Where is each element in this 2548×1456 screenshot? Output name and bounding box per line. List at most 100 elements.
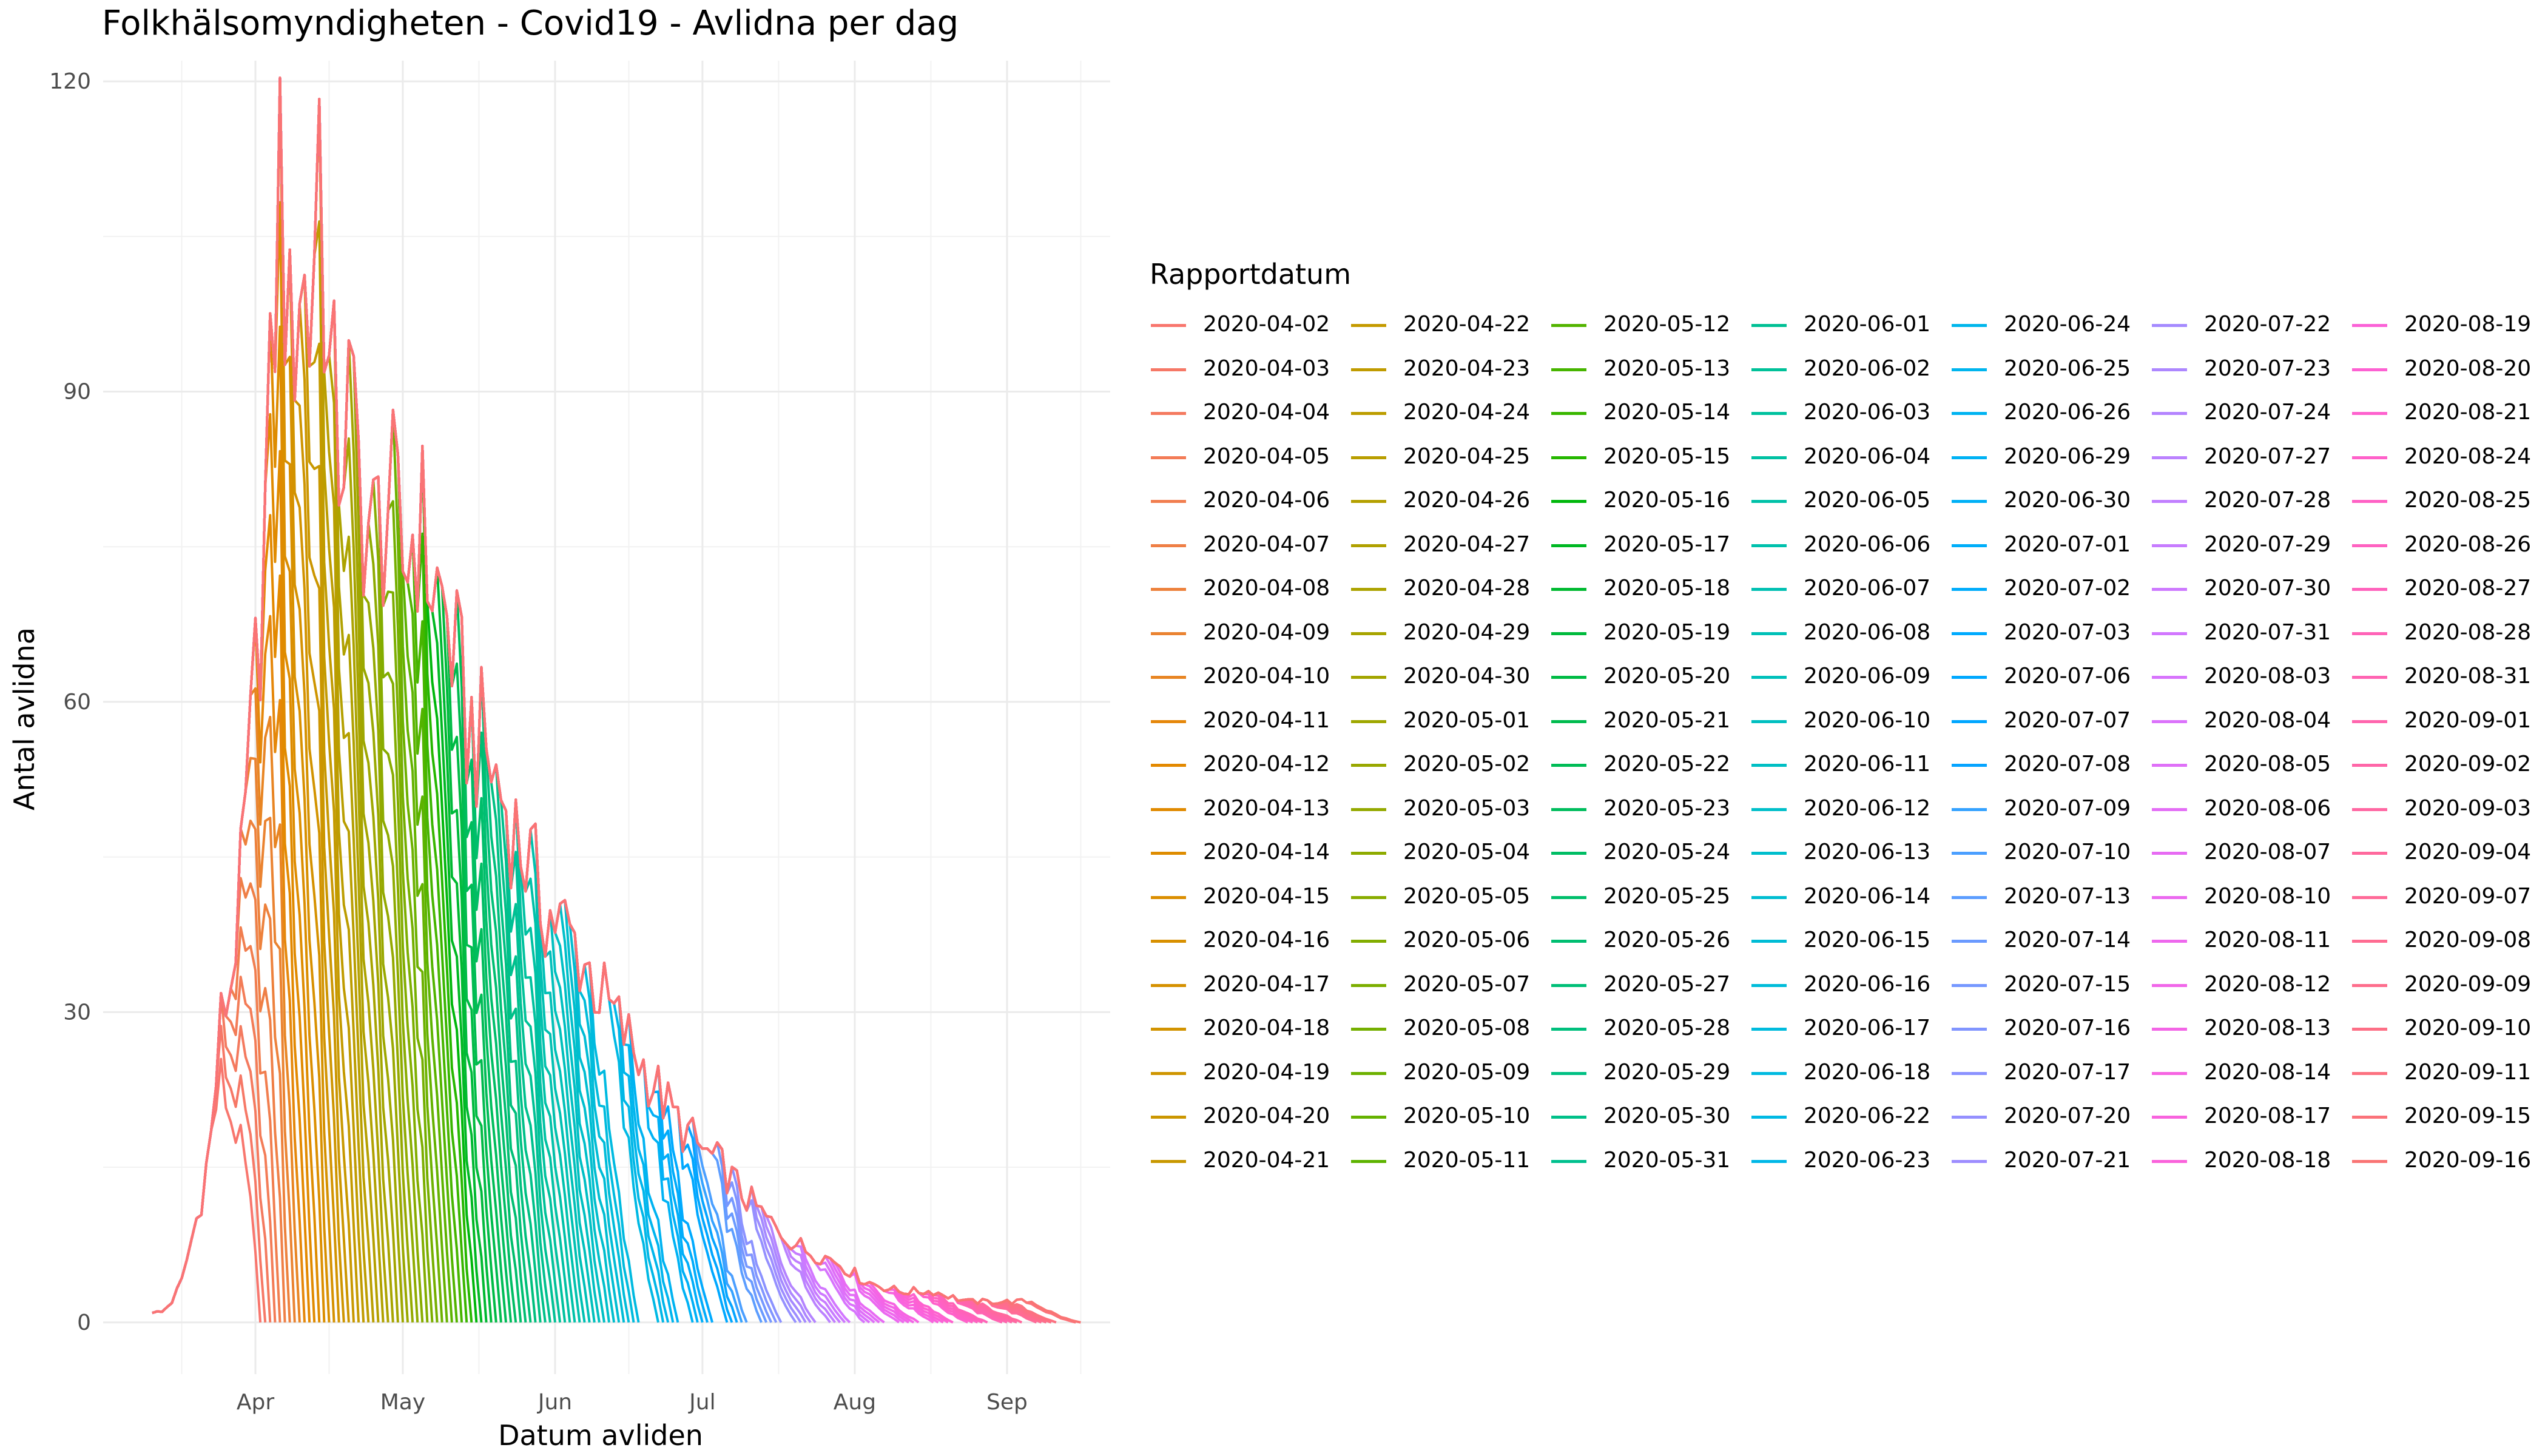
legend-label: 2020-08-27 [2404, 576, 2532, 601]
legend-key-swatch [2152, 456, 2187, 459]
legend-key-swatch [1952, 1071, 1987, 1075]
legend-key-swatch [1351, 676, 1386, 679]
legend-label: 2020-07-16 [2004, 1016, 2131, 1040]
legend-label: 2020-05-24 [1603, 840, 1731, 864]
legend-label: 2020-05-15 [1603, 443, 1731, 469]
legend-label: 2020-04-20 [1203, 1104, 1330, 1128]
legend-label: 2020-08-24 [2404, 443, 2532, 469]
x-tick-label: May [380, 1390, 425, 1415]
legend-label: 2020-09-11 [2404, 1059, 2532, 1085]
legend-item: 2020-05-25 [1550, 875, 1750, 919]
legend-label: 2020-09-10 [2404, 1016, 2532, 1040]
legend-label: 2020-04-22 [1403, 312, 1531, 337]
legend-item: 2020-07-17 [1950, 1051, 2151, 1095]
legend-key-swatch [1351, 544, 1386, 547]
legend-item: 2020-07-01 [1950, 524, 2151, 567]
legend-label: 2020-08-10 [2204, 883, 2331, 909]
legend-item: 2020-08-31 [2351, 655, 2548, 699]
legend-label: 2020-09-16 [2404, 1147, 2532, 1173]
legend-item: 2020-08-27 [2351, 567, 2548, 611]
x-tick-label: Jul [688, 1390, 715, 1415]
legend-label: 2020-08-28 [2404, 619, 2532, 645]
legend-label: 2020-05-07 [1403, 971, 1531, 997]
legend-item: 2020-06-06 [1750, 524, 1950, 567]
legend-item: 2020-06-24 [1950, 303, 2151, 347]
legend-title: Rapportdatum [1150, 258, 1352, 291]
legend-label: 2020-05-12 [1603, 312, 1731, 337]
legend-key-swatch [1551, 676, 1586, 679]
legend-item: 2020-05-19 [1550, 612, 1750, 655]
legend-item: 2020-09-15 [2351, 1095, 2548, 1139]
legend-label: 2020-08-03 [2204, 664, 2331, 689]
legend-label: 2020-04-16 [1203, 928, 1330, 952]
legend-label: 2020-06-16 [1804, 971, 1931, 997]
legend-key-swatch [1151, 456, 1186, 459]
legend-label: 2020-05-20 [1603, 664, 1731, 689]
legend-item: 2020-08-26 [2351, 524, 2548, 567]
legend-key-swatch [1751, 940, 1787, 943]
legend-item: 2020-07-24 [2151, 391, 2351, 435]
legend-item: 2020-08-28 [2351, 612, 2548, 655]
legend-item: 2020-05-24 [1550, 831, 1750, 875]
legend-item: 2020-08-07 [2151, 831, 2351, 875]
legend-label: 2020-06-25 [2004, 356, 2131, 381]
legend-key-swatch [1351, 720, 1386, 723]
legend-item: 2020-04-23 [1350, 348, 1550, 391]
legend-key-swatch [1751, 1071, 1787, 1075]
legend-item: 2020-05-09 [1350, 1051, 1550, 1095]
legend-item: 2020-06-07 [1750, 567, 1950, 611]
legend-item: 2020-07-03 [1950, 612, 2151, 655]
x-tick-label: Apr [237, 1390, 274, 1415]
legend-item: 2020-05-12 [1550, 303, 1750, 347]
legend-key-swatch [1351, 324, 1386, 327]
legend-label: 2020-07-29 [2204, 531, 2331, 557]
chart-title: Folkhälsomyndigheten - Covid19 - Avlidna… [102, 4, 959, 43]
legend-item: 2020-06-13 [1750, 831, 1950, 875]
series-line-2020-08-11 [152, 76, 905, 1324]
legend-key-swatch [1351, 983, 1386, 987]
legend-item: 2020-07-02 [1950, 567, 2151, 611]
legend-item: 2020-06-15 [1750, 919, 1950, 963]
legend-item: 2020-09-04 [2351, 831, 2548, 875]
series-line-2020-04-15 [152, 201, 326, 1323]
legend-label: 2020-06-04 [1804, 443, 1931, 469]
legend-item: 2020-04-18 [1150, 1007, 1350, 1051]
series-line-2020-04-08 [152, 819, 291, 1323]
legend-key-swatch [2352, 368, 2387, 371]
legend-label: 2020-07-23 [2204, 356, 2331, 381]
legend-item: 2020-04-07 [1150, 524, 1350, 567]
legend-key-swatch [2152, 1159, 2187, 1163]
legend-item: 2020-05-08 [1350, 1007, 1550, 1051]
legend-item: 2020-09-02 [2351, 743, 2548, 787]
legend-label: 2020-04-26 [1403, 488, 1531, 513]
legend-key-swatch [2352, 456, 2387, 459]
legend-key-swatch [1751, 764, 1787, 767]
legend-label: 2020-06-13 [1804, 840, 1931, 864]
legend-label: 2020-04-29 [1403, 619, 1531, 645]
legend-label: 2020-04-06 [1203, 488, 1330, 513]
legend-key-swatch [1751, 1028, 1787, 1031]
legend-label: 2020-05-03 [1403, 795, 1531, 821]
legend-label: 2020-08-31 [2404, 664, 2532, 689]
legend-label: 2020-05-19 [1603, 619, 1731, 645]
legend-key-swatch [1151, 676, 1186, 679]
legend-item: 2020-05-31 [1550, 1139, 1750, 1183]
legend-label: 2020-05-13 [1603, 356, 1731, 381]
legend-label: 2020-08-11 [2204, 928, 2331, 952]
legend-key-swatch [2152, 632, 2187, 635]
legend-key-swatch [1952, 1159, 1987, 1163]
legend-key-swatch [1151, 895, 1186, 899]
legend-label: 2020-08-07 [2204, 840, 2331, 864]
legend-label: 2020-07-06 [2004, 664, 2131, 689]
legend-label: 2020-05-18 [1603, 576, 1731, 601]
legend-label: 2020-08-05 [2204, 752, 2331, 777]
legend-item: 2020-05-10 [1350, 1095, 1550, 1139]
legend-item: 2020-08-13 [2151, 1007, 2351, 1051]
legend-label: 2020-07-28 [2204, 488, 2331, 513]
legend-key-swatch [1151, 1071, 1186, 1075]
legend-label: 2020-05-31 [1603, 1147, 1731, 1173]
legend-key-swatch [1551, 456, 1586, 459]
legend-label: 2020-05-17 [1603, 531, 1731, 557]
legend-key-swatch [1952, 764, 1987, 767]
legend-item: 2020-09-07 [2351, 875, 2548, 919]
